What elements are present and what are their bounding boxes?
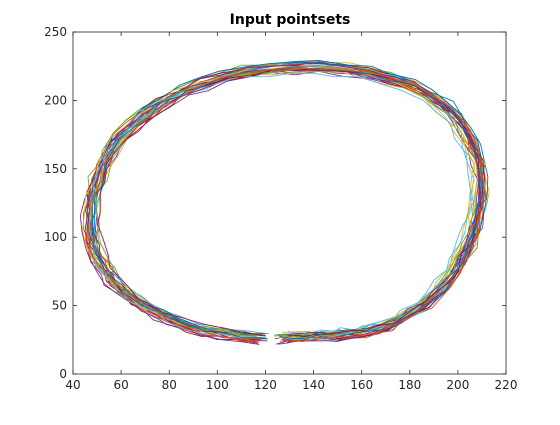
x-tick-label: 160 (350, 378, 373, 392)
plot-area (79, 60, 490, 345)
y-tick-label: 150 (44, 162, 67, 176)
x-tick-label: 100 (206, 378, 229, 392)
chart-title: Input pointsets (230, 12, 351, 28)
x-tick-label: 80 (162, 378, 177, 392)
x-tick-label: 220 (495, 378, 518, 392)
series-line-30 (90, 68, 484, 342)
x-tick-label: 120 (254, 378, 277, 392)
x-tick-label: 40 (65, 378, 80, 392)
y-tick-label: 100 (44, 230, 67, 244)
y-tick-label: 250 (44, 25, 67, 39)
x-tick-label: 180 (398, 378, 421, 392)
series-line-25 (84, 61, 483, 337)
series-line-28 (97, 68, 486, 337)
x-tick-label: 140 (302, 378, 325, 392)
y-tick-label: 200 (44, 93, 67, 107)
y-tick-label: 50 (52, 299, 67, 313)
axes: 40 60 80 100 120 140 160 180 200 220 0 50 100 150 200 2… (44, 25, 517, 392)
series-line-12 (85, 60, 483, 337)
series-line-27 (89, 72, 474, 340)
y-tick-label: 0 (59, 367, 67, 381)
series-line-15 (87, 61, 481, 337)
x-tick-label: 60 (113, 378, 128, 392)
x-tick-label: 200 (446, 378, 469, 392)
axes-box (72, 31, 507, 375)
